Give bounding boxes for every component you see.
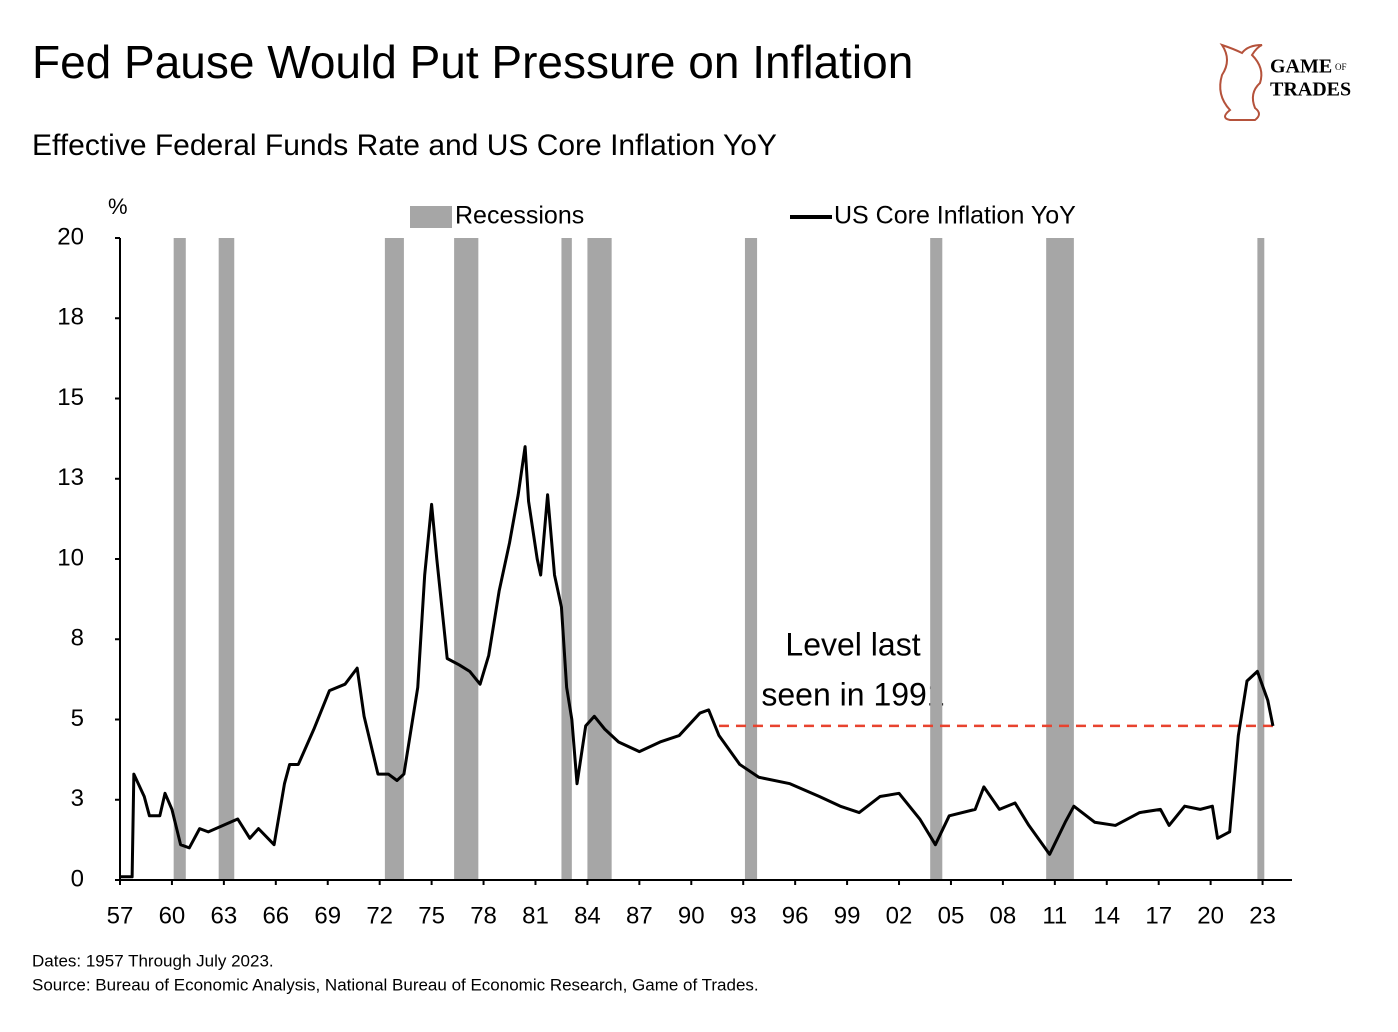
logo: GAME OF TRADES [1219, 43, 1351, 121]
logo-icon [1219, 43, 1263, 121]
x-tick-label: 14 [1093, 902, 1120, 929]
y-tick-label: 20 [57, 223, 84, 250]
x-tick-label: 99 [834, 902, 861, 929]
recession-band [744, 238, 758, 880]
x-tick-label: 11 [1042, 902, 1067, 929]
y-axis-label: % [108, 194, 128, 219]
recession-band [1257, 238, 1265, 880]
x-tick-label: 05 [938, 902, 965, 929]
x-tick-label: 08 [990, 902, 1017, 929]
x-tick-label: 20 [1197, 902, 1224, 929]
recession-band [384, 238, 404, 880]
x-tick-label: 72 [366, 902, 393, 929]
x-tick-label: 75 [418, 902, 445, 929]
x-tick-label: 96 [782, 902, 809, 929]
x-tick-label: 57 [107, 902, 134, 929]
y-tick-label: 3 [71, 785, 84, 812]
data-line [120, 445, 1275, 879]
x-tick-label: 63 [211, 902, 238, 929]
note: Source: Bureau of Economic Analysis, Nat… [32, 975, 759, 994]
x-tick-label: 78 [470, 902, 497, 929]
recession-band [1046, 238, 1074, 880]
x-tick-label: 17 [1145, 902, 1172, 929]
recession-band [930, 238, 943, 880]
chart-subtitle: Effective Federal Funds Rate and US Core… [32, 129, 777, 162]
legend-label: Recessions [455, 202, 584, 230]
legend-label: US Core Inflation YoY [834, 202, 1076, 230]
recession-band [587, 238, 612, 880]
x-tick-label: 81 [522, 902, 549, 929]
recession-band [173, 238, 186, 880]
x-tick-label: 02 [886, 902, 913, 929]
y-tick-label: 5 [71, 705, 84, 732]
recession-band [218, 238, 235, 880]
y-tick-label: 13 [57, 464, 84, 491]
x-tick-label: 87 [626, 902, 653, 929]
y-tick-label: 18 [57, 304, 84, 331]
x-tick-label: 60 [159, 902, 186, 929]
logo-text: TRADES [1270, 79, 1351, 101]
x-tick-label: 93 [730, 902, 757, 929]
annotation: seen in 1991 [761, 676, 944, 712]
x-tick-label: 23 [1249, 902, 1276, 929]
y-tick-label: 8 [71, 625, 84, 652]
x-tick-label: 66 [262, 902, 289, 929]
logo-text: OF [1335, 62, 1347, 72]
recession-band [561, 238, 572, 880]
legend-swatch [410, 206, 452, 228]
note: Dates: 1957 Through July 2023. [32, 951, 274, 970]
x-tick-label: 69 [314, 902, 341, 929]
x-tick-label: 84 [574, 902, 601, 929]
y-tick-label: 0 [71, 865, 84, 892]
y-tick-label: 10 [57, 544, 84, 571]
y-tick-label: 15 [57, 384, 84, 411]
x-tick-label: 90 [678, 902, 705, 929]
chart-title: Fed Pause Would Put Pressure on Inflatio… [32, 36, 913, 88]
recession-band [454, 238, 479, 880]
logo-text: GAME [1270, 56, 1332, 78]
annotation: Level last [785, 626, 920, 662]
